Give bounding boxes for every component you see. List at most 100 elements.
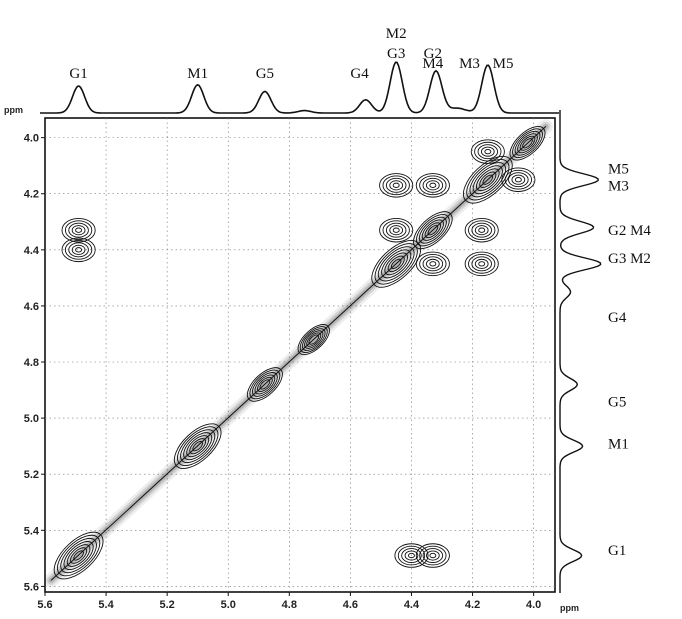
right-label-g4: G4 [608, 310, 627, 326]
diagonal-peak-2-contour-2 [254, 374, 276, 395]
diagonal-peak-0-contour-4 [60, 537, 97, 574]
diagonal-peak-3-contour-4 [299, 326, 328, 353]
x-tick-label-7: 4.2 [465, 599, 480, 611]
cross-peak-11-contour-0 [429, 261, 437, 267]
cross-peak-8-contour-2 [477, 144, 499, 160]
cross-peak-3-contour-1 [404, 550, 419, 561]
cross-peak-2-contour-4 [415, 543, 450, 568]
diagonal-peak-2-contour-0 [259, 379, 271, 390]
right-label-m5: M5 [608, 161, 629, 177]
right-projection-spectrum [559, 110, 602, 593]
cross-peak-1-contour-3 [64, 239, 93, 260]
diagonal-peak-5-contour-1 [424, 222, 442, 239]
y-tick-label-7: 5.4 [24, 525, 40, 537]
diagonal-peak-1-contour-5 [177, 426, 219, 466]
cross-peak-0-contour-2 [68, 222, 89, 238]
diagonal-peak-6-contour-4 [469, 162, 507, 198]
diagonal-contours [44, 119, 553, 588]
right-label-g1: G1 [608, 543, 626, 559]
x-tick-label-3: 5.0 [221, 599, 236, 611]
diagonal-peak-6-contour-1 [479, 171, 497, 188]
diagonal-peak-7-contour-3 [514, 130, 541, 156]
diagonal-peak-7-contour-5 [509, 126, 546, 161]
top-label-g4: G4 [350, 66, 369, 82]
diagonal-peak-5-contour-0 [427, 225, 439, 236]
x-tick-label-1: 5.4 [98, 599, 114, 611]
cross-peak-5-contour-2 [422, 177, 444, 193]
cross-peak-11-contour-2 [422, 256, 444, 272]
diagonal-peak-5-contour-5 [413, 211, 453, 250]
diagonal-peak-1-contour-6 [173, 423, 222, 469]
top-label-g1: G1 [69, 66, 87, 82]
cross-peak-2-contour-0 [429, 552, 437, 559]
cross-peak-3-contour-4 [394, 543, 429, 568]
cross-peak-11-contour-1 [425, 258, 440, 269]
x-tick-label-4: 4.8 [282, 599, 297, 611]
diagonal-peak-4-contour-0 [390, 258, 402, 269]
diagonal-peak-0-contour-1 [70, 547, 88, 564]
diagonal-peak-3-contour-0 [308, 334, 320, 345]
cross-peak-7-contour-3 [468, 220, 496, 241]
cross-peak-11-contour-4 [415, 251, 450, 277]
right-label-g5: G5 [608, 394, 626, 410]
diagonal-peak-6-contour-0 [482, 174, 494, 185]
x-axis-ticks: 5.6 5.4 5.2 5.0 4.8 4.6 4.4 4.2 4.0 [37, 592, 541, 611]
right-label-m3: M3 [608, 178, 629, 194]
top-label-m4: M4 [422, 56, 443, 72]
diagonal-peak-6-contour-2 [476, 168, 500, 192]
right-label-g2-m4: G2 M4 [608, 223, 651, 239]
diagonal-peak-2-contour-1 [257, 376, 273, 392]
cross-peak-4-contour-0 [392, 182, 400, 188]
diagonal-peak-5-contour-3 [418, 216, 447, 244]
cross-peak-5-contour-3 [419, 175, 447, 196]
cross-peak-8-contour-1 [480, 146, 495, 157]
diagonal-peak-2-contour-5 [246, 367, 283, 402]
cross-peak-4-contour-3 [382, 175, 410, 196]
cross-peak-9-contour-2 [508, 172, 529, 188]
cross-peak-8-contour-0 [484, 149, 492, 155]
diagonal-peak-3-contour-5 [297, 324, 330, 356]
cross-peak-8-contour-3 [474, 141, 502, 162]
cross-peak-10-contour-4 [379, 217, 414, 243]
cross-peak-4-contour-4 [379, 173, 414, 198]
x-tick-label-8: 4.0 [526, 599, 541, 611]
cross-peak-5-contour-1 [425, 180, 440, 191]
diagonal-peak-1-contour-3 [183, 432, 213, 461]
cross-peak-6-contour-1 [474, 258, 489, 269]
cross-peak-3-contour-2 [401, 548, 422, 563]
diagonal-peak-6-contour-6 [462, 155, 513, 204]
cross-peak-0-contour-3 [64, 220, 93, 241]
cross-peak-6-contour-3 [468, 253, 496, 274]
y-tick-label-4: 4.8 [24, 357, 39, 369]
diagonal-peak-4-contour-1 [387, 255, 405, 273]
y-tick-label-2: 4.4 [24, 245, 40, 257]
cross-peak-0-contour-0 [75, 227, 83, 233]
cross-peak-2-contour-3 [419, 545, 447, 566]
cross-peak-6-contour-2 [471, 256, 492, 272]
cross-peak-1-contour-1 [71, 244, 86, 255]
diagonal-line [50, 126, 547, 581]
x-tick-label-6: 4.4 [404, 599, 420, 611]
cross-peak-9-contour-0 [514, 177, 522, 183]
diagonal-peak-1-contour-2 [186, 435, 210, 458]
y-axis-ticks: 4.0 4.2 4.4 4.6 4.8 5.0 5.2 5.4 5.6 [24, 133, 45, 593]
y-tick-label-3: 4.6 [24, 301, 39, 313]
x-tick-label-0: 5.6 [37, 599, 52, 611]
diagonal-peak-1-contour-1 [189, 438, 207, 455]
diagonal-peak-6-contour-3 [472, 165, 503, 195]
top-label-g5: G5 [256, 66, 274, 82]
cross-peak-4-contour-1 [389, 180, 404, 191]
top-label-m1: M1 [187, 66, 208, 82]
diagonal-peak-0-contour-2 [66, 544, 91, 567]
cross-peak-5-contour-0 [429, 182, 437, 188]
cross-peak-4-contour-2 [385, 177, 407, 193]
diagonal-peak-3-contour-1 [306, 332, 322, 347]
bottom-unit-label: ppm [560, 603, 579, 613]
cross-peak-2-contour-2 [422, 548, 444, 563]
cross-peak-9-contour-4 [501, 167, 536, 192]
top-label-g2: G2 [424, 46, 442, 62]
cross-peak-10-contour-1 [389, 225, 404, 236]
y-tick-label-8: 5.6 [24, 581, 39, 593]
